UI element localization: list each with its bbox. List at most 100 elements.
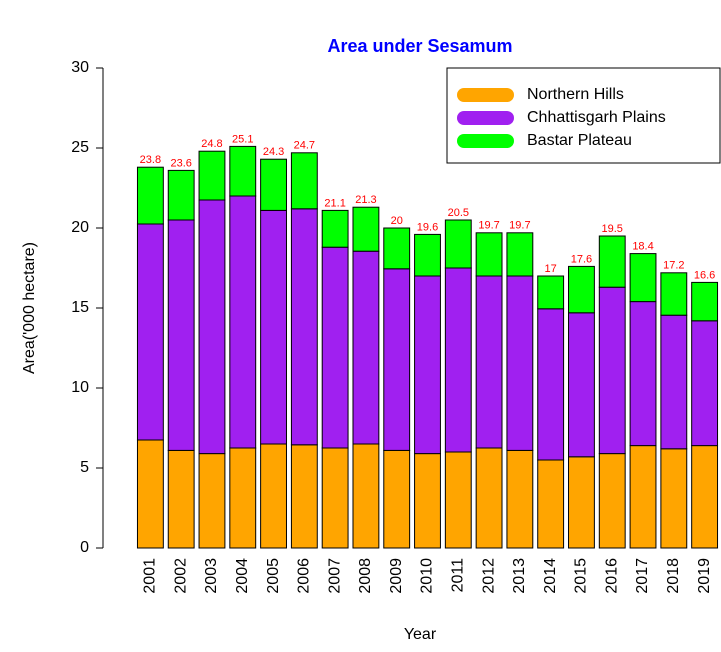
bar-segment <box>568 312 595 458</box>
bar-segment <box>660 314 688 450</box>
x-tick-label: 2004 <box>234 558 251 594</box>
bar-segment <box>691 320 719 447</box>
y-tick-label: 0 <box>80 539 89 556</box>
bar-segment <box>321 209 349 248</box>
total-label: 19.7 <box>478 220 499 232</box>
total-label: 16.6 <box>694 269 715 281</box>
y-tick-label: 30 <box>71 59 89 76</box>
x-tick-label: 2009 <box>388 558 405 594</box>
legend-swatch <box>457 111 514 125</box>
x-axis-label: Year <box>404 626 437 643</box>
bar-segment <box>260 443 287 549</box>
total-label: 20 <box>391 215 403 227</box>
bar-segment <box>598 286 626 455</box>
x-tick-label: 2014 <box>542 558 559 594</box>
bar-segment <box>229 447 257 549</box>
y-tick-label: 15 <box>71 299 89 316</box>
bar-segment <box>537 275 565 310</box>
total-label: 17 <box>545 263 557 275</box>
bar-segment <box>414 453 441 549</box>
bar-segment <box>321 447 349 549</box>
bar-segment <box>136 166 164 225</box>
total-label: 24.7 <box>294 140 315 152</box>
bar-segment <box>167 219 195 451</box>
bar-segment <box>629 445 657 549</box>
total-label: 25.1 <box>232 133 253 145</box>
bar-segment <box>506 275 534 451</box>
x-tick-label: 2017 <box>634 558 651 594</box>
x-tick-label: 2010 <box>419 558 436 594</box>
bar-segment <box>568 265 595 314</box>
bar-segment <box>598 453 626 549</box>
x-tick-label: 2015 <box>573 558 590 594</box>
bar-segment <box>537 308 565 461</box>
x-tick-label: 2018 <box>665 558 682 594</box>
bar-segment <box>691 281 719 322</box>
total-label: 24.3 <box>263 146 284 158</box>
x-tick-label: 2008 <box>357 558 374 594</box>
y-tick-label: 10 <box>71 379 89 396</box>
total-label: 24.8 <box>201 138 222 150</box>
bar-segment <box>290 152 318 210</box>
x-tick-label: 2019 <box>696 558 713 594</box>
total-label: 21.3 <box>355 194 376 206</box>
bar-segment <box>352 443 380 549</box>
bar-segment <box>660 272 688 316</box>
y-axis-label: Area('000 hectare) <box>21 242 38 374</box>
total-label: 19.5 <box>602 223 623 235</box>
bar-segment <box>598 235 626 288</box>
bar-segment <box>198 199 226 455</box>
bar-segment <box>506 449 534 549</box>
x-tick-label: 2002 <box>172 558 189 594</box>
bar-segment <box>167 449 195 549</box>
total-label: 17.6 <box>571 253 592 265</box>
chart-title: Area under Sesamum <box>327 36 512 56</box>
bar-segment <box>660 448 688 549</box>
bar-segment <box>444 451 472 549</box>
total-label: 19.7 <box>509 220 530 232</box>
legend-label: Northern Hills <box>527 86 624 103</box>
bar-segment <box>383 449 411 549</box>
bar-segment <box>414 275 441 455</box>
total-label: 17.2 <box>663 260 684 272</box>
bar-segment <box>136 223 164 441</box>
x-tick-label: 2013 <box>511 558 528 594</box>
bar-segment <box>383 227 411 270</box>
x-tick-label: 2003 <box>203 558 220 594</box>
bar-segment <box>629 301 657 447</box>
bar-segment <box>229 145 257 197</box>
bar-segment <box>537 459 565 549</box>
x-tick-label: 2011 <box>450 558 467 593</box>
bar-segment <box>260 209 287 445</box>
bar-segment <box>629 253 657 303</box>
bar-segment <box>352 250 380 445</box>
bar-segment <box>167 169 195 221</box>
bar-segment <box>260 158 287 211</box>
bar-segment <box>198 150 226 201</box>
total-label: 21.1 <box>324 197 345 209</box>
legend-label: Bastar Plateau <box>527 132 632 149</box>
bar-segment <box>475 275 503 449</box>
bar-segment <box>290 208 318 446</box>
bar-segment <box>475 447 503 549</box>
bar-segment <box>290 444 318 549</box>
x-tick-label: 2012 <box>480 558 497 594</box>
total-label: 18.4 <box>632 241 653 253</box>
bar-segment <box>229 195 257 449</box>
total-label: 23.6 <box>170 157 191 169</box>
bar-segment <box>475 232 503 277</box>
legend-label: Chhattisgarh Plains <box>527 109 666 126</box>
bar-segment <box>691 445 719 549</box>
total-label: 20.5 <box>448 207 469 219</box>
x-tick-label: 2016 <box>603 558 620 594</box>
bar-segment <box>383 268 411 451</box>
bar-segment <box>444 219 472 269</box>
bar-segment <box>506 232 534 277</box>
y-tick-label: 25 <box>71 139 89 156</box>
legend-swatch <box>457 88 514 102</box>
x-tick-label: 2007 <box>326 558 343 594</box>
bar-segment <box>414 233 441 277</box>
total-label: 19.6 <box>417 221 438 233</box>
bar-segment <box>321 246 349 449</box>
